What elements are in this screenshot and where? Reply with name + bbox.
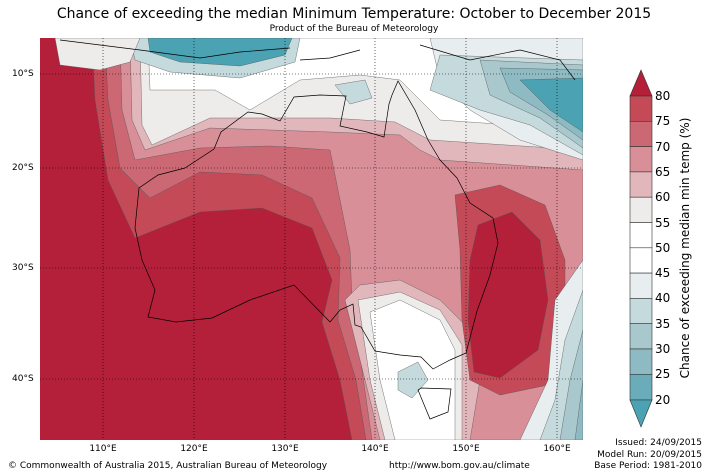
colorbar-tick: 55 bbox=[655, 215, 671, 230]
issue-info: Issued: 24/09/2015 Model Run: 20/09/2015… bbox=[594, 438, 702, 473]
colorbar-tick: 70 bbox=[655, 139, 671, 154]
issued-date: Issued: 24/09/2015 bbox=[615, 438, 702, 448]
australia-coastline bbox=[134, 80, 499, 370]
probability-contours bbox=[40, 38, 583, 440]
bom-url-link[interactable]: http://www.bom.gov.au/climate bbox=[389, 461, 530, 471]
colorbar-tick: 25 bbox=[655, 367, 671, 382]
colorbar-tick: 45 bbox=[655, 266, 671, 281]
lat-label: 10°S bbox=[12, 69, 34, 79]
lon-label: 120°E bbox=[180, 444, 208, 454]
lon-label: 160°E bbox=[543, 444, 571, 454]
contour-55 bbox=[139, 38, 583, 440]
colorbar-tick: 50 bbox=[655, 240, 671, 255]
colorbar-tick: 35 bbox=[655, 316, 671, 331]
contour-north-teal-dark bbox=[147, 38, 293, 67]
figure-subtitle: Product of the Bureau of Meteorology bbox=[269, 24, 439, 34]
coastline bbox=[59, 39, 576, 420]
contour-cape-york-teal bbox=[334, 79, 373, 105]
colorbar-tick: 40 bbox=[655, 291, 671, 306]
colorbar-label: Chance of exceeding median min temp (%) bbox=[678, 117, 692, 379]
lat-label: 30°S bbox=[12, 263, 34, 273]
lat-label: 40°S bbox=[12, 374, 34, 384]
indonesia-coastline bbox=[59, 39, 576, 81]
colorbar-min-arrow bbox=[629, 399, 653, 428]
colorbar-tick: 80 bbox=[655, 89, 671, 103]
contour-20 bbox=[519, 77, 583, 133]
colorbar-tick: 65 bbox=[655, 164, 671, 179]
lon-label: 140°E bbox=[361, 444, 389, 454]
colorbar-tick: 60 bbox=[655, 190, 671, 205]
colorbar-max-arrow bbox=[629, 69, 653, 97]
lon-label: 150°E bbox=[452, 444, 480, 454]
tasmania-coastline bbox=[417, 387, 452, 420]
copyright-text: © Commonwealth of Australia 2015, Austra… bbox=[8, 461, 328, 471]
contour-nw-white bbox=[54, 38, 141, 71]
contour-80-east bbox=[467, 211, 549, 379]
base-period: Base Period: 1981-2010 bbox=[594, 461, 702, 471]
lon-label: 130°E bbox=[271, 444, 299, 454]
colorbar-tick: 20 bbox=[655, 393, 671, 407]
colorbar bbox=[629, 69, 653, 428]
graticule bbox=[40, 38, 583, 440]
colorbar-tick: 75 bbox=[655, 114, 671, 129]
lat-label: 20°S bbox=[12, 163, 34, 173]
model-run-date: Model Run: 20/09/2015 bbox=[597, 449, 702, 460]
colorbar-tick: 30 bbox=[655, 342, 671, 356]
figure-title: Chance of exceeding the median Minimum T… bbox=[56, 6, 652, 22]
lon-label: 110°E bbox=[89, 444, 117, 454]
